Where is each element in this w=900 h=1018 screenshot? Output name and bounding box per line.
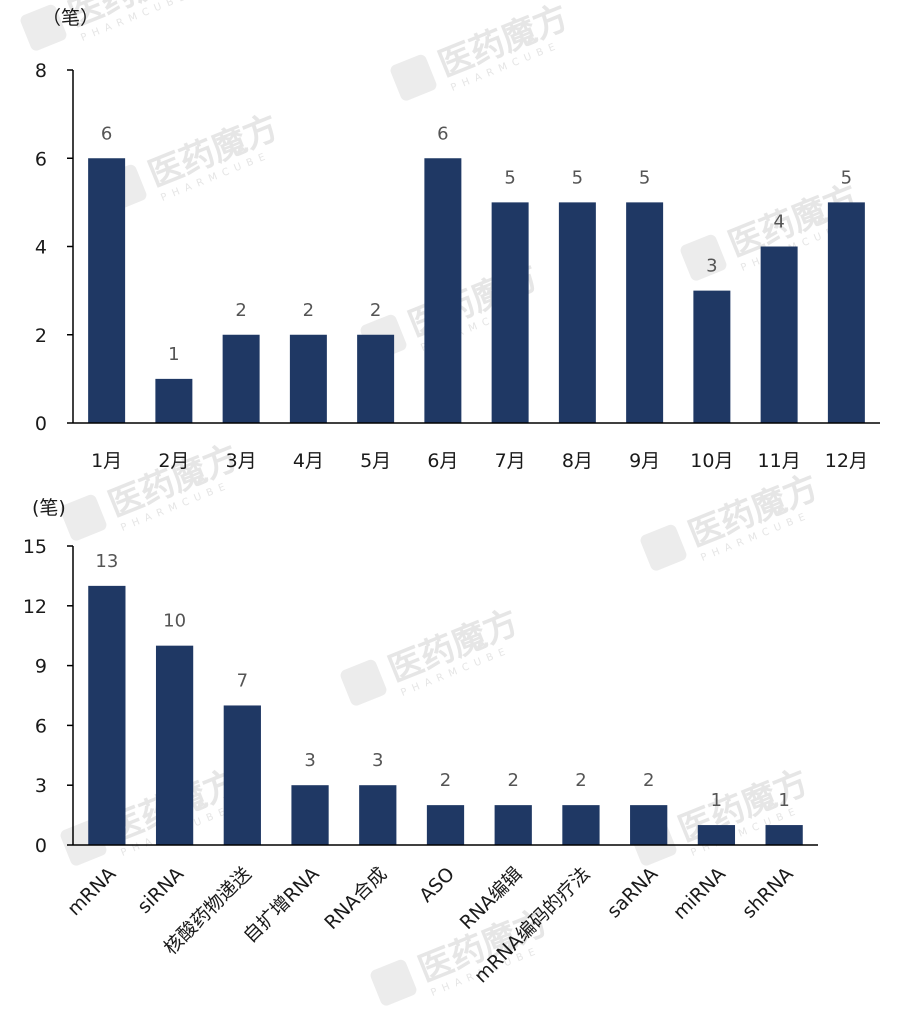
watermark-cube-icon [640,524,687,571]
y-axis-title: (笔) [32,497,66,519]
x-category-label: 1月 [91,450,122,472]
bar [765,825,803,845]
data-label: 5 [841,167,852,188]
watermark-cube-icon [340,659,387,706]
bar [626,202,664,423]
y-tick-label: 12 [23,596,47,618]
y-tick-label: 0 [35,835,47,857]
bar [827,202,865,423]
data-label: 2 [508,770,519,791]
chart-monthly: （笔）0246861月12月23月24月25月66月57月58月59月310月4… [35,7,880,472]
watermark-cube-icon [20,4,67,51]
bar [424,158,462,423]
x-category-label: 11月 [758,450,801,472]
x-category-label: RNA合成 [320,863,391,934]
data-label: 10 [163,611,186,632]
x-category-label: 5月 [360,450,391,472]
x-category-label: siRNA [133,863,188,918]
y-tick-label: 6 [35,715,47,737]
watermark-cube-icon [390,54,437,101]
x-category-label: 8月 [562,450,593,472]
watermark-cube-icon [680,234,727,281]
y-tick-label: 15 [23,536,47,558]
y-tick-label: 4 [35,237,47,259]
bar [630,805,668,845]
x-category-label: miRNA [669,863,730,924]
data-label: 5 [504,167,515,188]
data-label: 5 [572,167,583,188]
bar [291,785,329,845]
chart-by-technology: (笔)0369121513mRNA10siRNA7核酸药物递送3自扩增RNA3R… [23,497,818,987]
data-label: 4 [773,212,784,233]
x-category-label: 7月 [495,450,526,472]
data-label: 13 [95,551,118,572]
bar [760,246,798,423]
y-tick-label: 6 [35,148,47,170]
bar [357,334,395,423]
data-label: 1 [168,344,179,365]
x-category-label: shRNA [738,863,798,923]
y-tick-label: 0 [35,413,47,435]
y-tick-label: 9 [35,656,47,678]
bar [88,585,126,845]
x-category-label: 12月 [825,450,868,472]
x-category-label: 4月 [293,450,324,472]
watermark-cube-icon [60,494,107,541]
bar [155,645,194,845]
data-label: 6 [101,123,112,144]
y-tick-label: 3 [35,775,47,797]
bar [155,378,193,423]
x-category-label: 6月 [427,450,458,472]
x-category-label: saRNA [603,863,662,922]
y-tick-label: 2 [35,325,47,347]
data-label: 1 [778,790,789,811]
x-category-label: 2月 [158,450,189,472]
data-label: 5 [639,167,650,188]
data-label: 2 [235,300,246,321]
bar [697,825,736,845]
data-label: 1 [711,790,722,811]
bar [693,290,731,423]
data-label: 3 [706,256,717,277]
bar [491,202,529,423]
bar [289,334,327,423]
bar [359,785,397,845]
y-axis-title: （笔） [42,7,99,29]
bar [562,805,600,845]
bar [558,202,596,423]
x-category-label: mRNA [63,863,120,920]
data-label: 3 [304,750,315,771]
data-label: 2 [303,300,314,321]
bar [426,805,465,845]
data-label: 3 [372,750,383,771]
data-label: 2 [440,770,451,791]
x-category-label: 10月 [690,450,733,472]
bar [494,805,532,845]
x-category-label: 3月 [226,450,257,472]
data-label: 2 [575,770,586,791]
x-category-label: 9月 [629,450,660,472]
data-label: 7 [237,670,248,691]
bar [223,705,261,845]
data-label: 6 [437,123,448,144]
bar [88,158,126,423]
x-category-label: ASO [415,863,459,907]
bar [222,334,260,423]
watermark-cube-icon [370,959,417,1006]
data-label: 2 [370,300,381,321]
y-tick-label: 8 [35,60,47,82]
data-label: 2 [643,770,654,791]
